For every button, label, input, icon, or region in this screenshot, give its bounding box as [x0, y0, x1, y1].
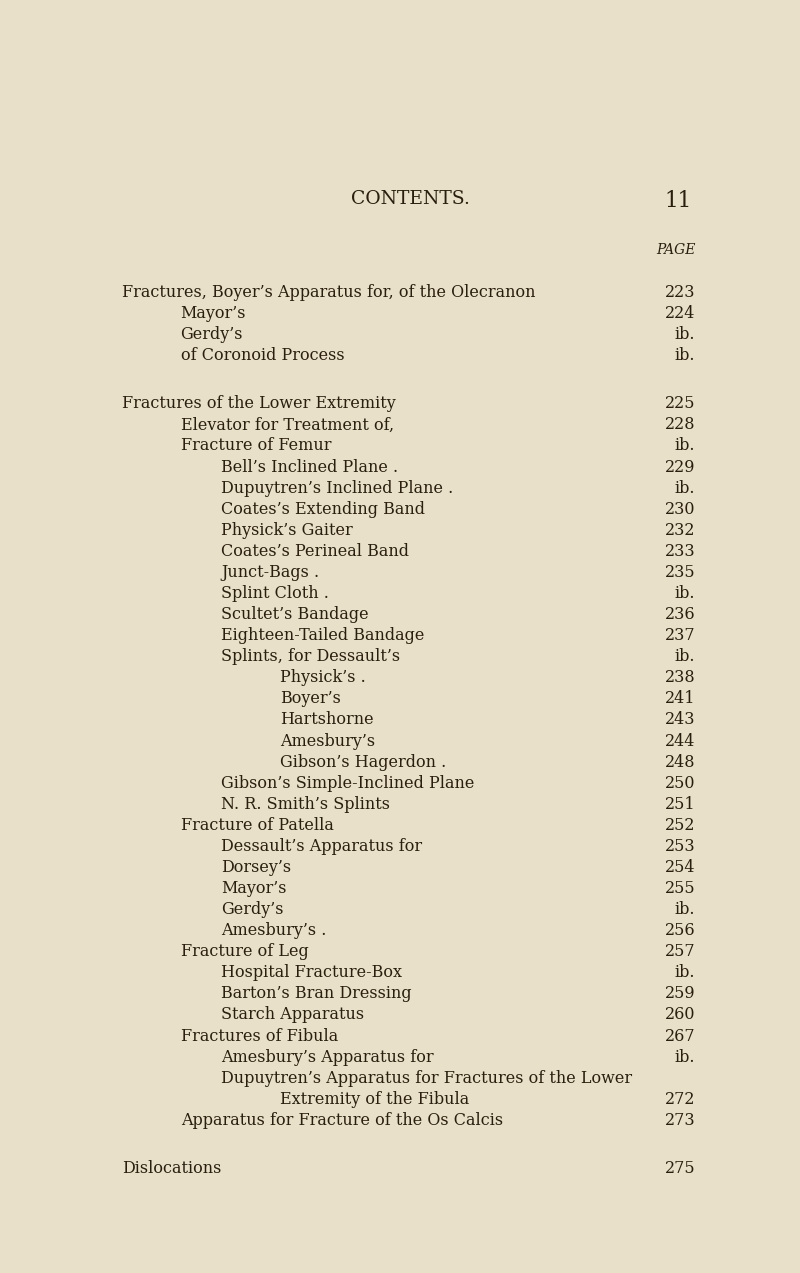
Text: Fracture of Patella: Fracture of Patella [181, 817, 334, 834]
Text: 253: 253 [665, 838, 695, 855]
Text: 273: 273 [665, 1111, 695, 1129]
Text: Barton’s Bran Dressing: Barton’s Bran Dressing [221, 985, 411, 1002]
Text: 250: 250 [665, 775, 695, 792]
Text: Amesbury’s Apparatus for: Amesbury’s Apparatus for [221, 1049, 434, 1066]
Text: Mayor’s: Mayor’s [221, 880, 286, 897]
Text: Fractures of Fibula: Fractures of Fibula [181, 1027, 338, 1045]
Text: 272: 272 [665, 1091, 695, 1108]
Text: Eighteen-Tailed Bandage: Eighteen-Tailed Bandage [221, 628, 424, 644]
Text: Fractures of the Lower Extremity: Fractures of the Lower Extremity [122, 396, 395, 412]
Text: Junct-Bags .: Junct-Bags . [221, 564, 319, 580]
Text: ib.: ib. [674, 480, 695, 496]
Text: 252: 252 [665, 817, 695, 834]
Text: Extremity of the Fibula: Extremity of the Fibula [280, 1091, 469, 1108]
Text: 275: 275 [665, 1160, 695, 1178]
Text: Amesbury’s .: Amesbury’s . [221, 922, 326, 939]
Text: ib.: ib. [674, 1049, 695, 1066]
Text: Dorsey’s: Dorsey’s [221, 859, 291, 876]
Text: Elevator for Treatment of,: Elevator for Treatment of, [181, 416, 394, 433]
Text: Gerdy’s: Gerdy’s [221, 901, 283, 918]
Text: ib.: ib. [674, 965, 695, 981]
Text: Starch Apparatus: Starch Apparatus [221, 1007, 364, 1023]
Text: 11: 11 [665, 190, 692, 213]
Text: N. R. Smith’s Splints: N. R. Smith’s Splints [221, 796, 390, 812]
Text: Gerdy’s: Gerdy’s [181, 326, 243, 342]
Text: Gibson’s Hagerdon .: Gibson’s Hagerdon . [280, 754, 446, 770]
Text: Dupuytren’s Inclined Plane .: Dupuytren’s Inclined Plane . [221, 480, 453, 496]
Text: ib.: ib. [674, 346, 695, 364]
Text: Hospital Fracture-Box: Hospital Fracture-Box [221, 965, 402, 981]
Text: Physick’s Gaiter: Physick’s Gaiter [221, 522, 353, 538]
Text: CONTENTS.: CONTENTS. [350, 190, 470, 207]
Text: 257: 257 [665, 943, 695, 960]
Text: Coates’s Extending Band: Coates’s Extending Band [221, 500, 425, 518]
Text: 244: 244 [665, 732, 695, 750]
Text: Boyer’s: Boyer’s [280, 690, 341, 708]
Text: Scultet’s Bandage: Scultet’s Bandage [221, 606, 369, 622]
Text: 236: 236 [665, 606, 695, 622]
Text: 259: 259 [665, 985, 695, 1002]
Text: 223: 223 [665, 284, 695, 300]
Text: Physick’s .: Physick’s . [280, 670, 366, 686]
Text: Fracture of Femur: Fracture of Femur [181, 438, 331, 454]
Text: Coates’s Perineal Band: Coates’s Perineal Band [221, 542, 409, 560]
Text: 251: 251 [665, 796, 695, 812]
Text: ib.: ib. [674, 901, 695, 918]
Text: Splint Cloth .: Splint Cloth . [221, 586, 329, 602]
Text: Amesbury’s: Amesbury’s [280, 732, 375, 750]
Text: 248: 248 [665, 754, 695, 770]
Text: Fracture of Leg: Fracture of Leg [181, 943, 308, 960]
Text: Bell’s Inclined Plane .: Bell’s Inclined Plane . [221, 458, 398, 476]
Text: 243: 243 [665, 712, 695, 728]
Text: Dupuytren’s Apparatus for Fractures of the Lower: Dupuytren’s Apparatus for Fractures of t… [221, 1069, 632, 1087]
Text: 255: 255 [665, 880, 695, 897]
Text: 237: 237 [665, 628, 695, 644]
Text: 232: 232 [665, 522, 695, 538]
Text: 254: 254 [665, 859, 695, 876]
Text: 224: 224 [665, 304, 695, 322]
Text: Dislocations: Dislocations [122, 1160, 221, 1178]
Text: Splints, for Dessault’s: Splints, for Dessault’s [221, 648, 400, 666]
Text: Apparatus for Fracture of the Os Calcis: Apparatus for Fracture of the Os Calcis [181, 1111, 502, 1129]
Text: Gibson’s Simple-Inclined Plane: Gibson’s Simple-Inclined Plane [221, 775, 474, 792]
Text: 267: 267 [665, 1027, 695, 1045]
Text: Fractures, Boyer’s Apparatus for, of the Olecranon: Fractures, Boyer’s Apparatus for, of the… [122, 284, 535, 300]
Text: PAGE: PAGE [656, 243, 695, 257]
Text: 233: 233 [665, 542, 695, 560]
Text: ib.: ib. [674, 326, 695, 342]
Text: 241: 241 [665, 690, 695, 708]
Text: of Coronoid Process: of Coronoid Process [181, 346, 344, 364]
Text: 260: 260 [665, 1007, 695, 1023]
Text: 228: 228 [665, 416, 695, 433]
Text: ib.: ib. [674, 648, 695, 666]
Text: Hartshorne: Hartshorne [280, 712, 374, 728]
Text: Mayor’s: Mayor’s [181, 304, 246, 322]
Text: ib.: ib. [674, 586, 695, 602]
Text: 238: 238 [665, 670, 695, 686]
Text: 235: 235 [665, 564, 695, 580]
Text: 256: 256 [665, 922, 695, 939]
Text: 225: 225 [665, 396, 695, 412]
Text: ib.: ib. [674, 438, 695, 454]
Text: 229: 229 [665, 458, 695, 476]
Text: Dessault’s Apparatus for: Dessault’s Apparatus for [221, 838, 422, 855]
Text: 230: 230 [665, 500, 695, 518]
